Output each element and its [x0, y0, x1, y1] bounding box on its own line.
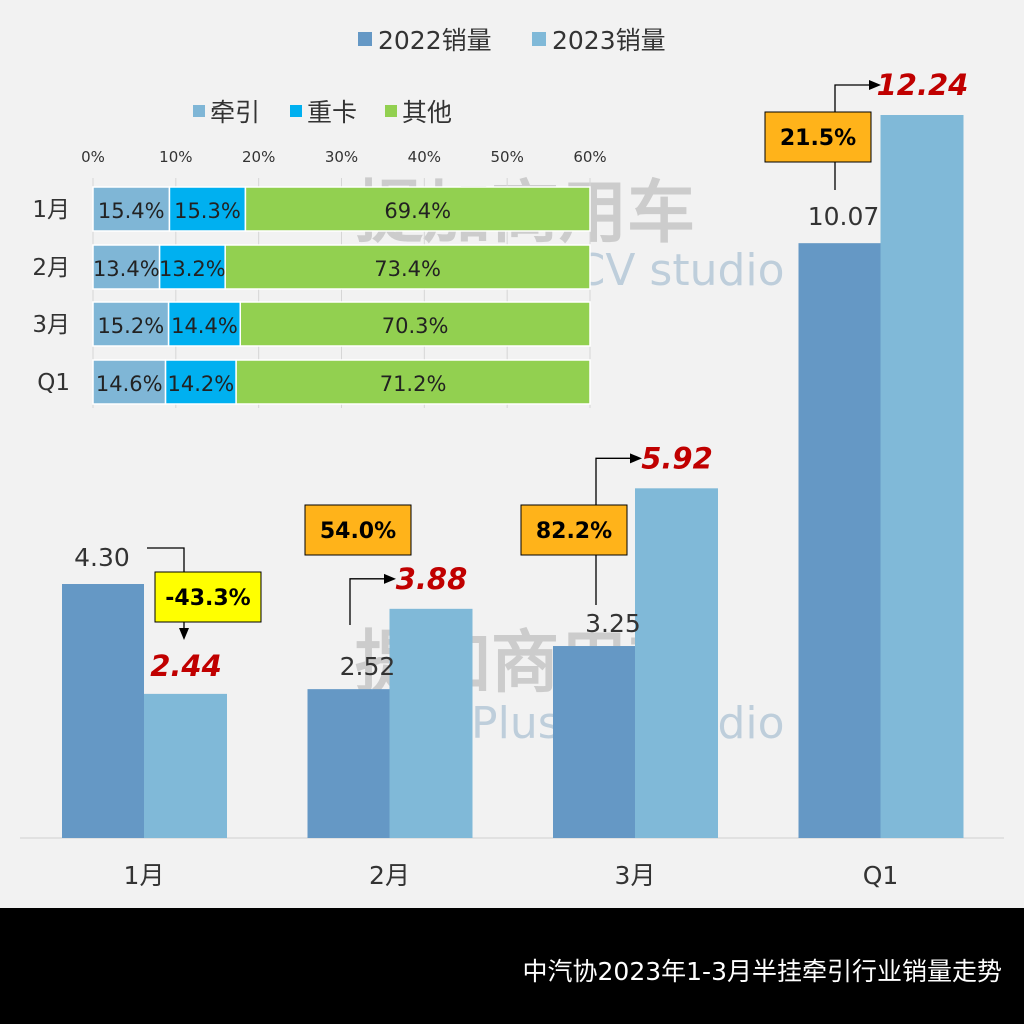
stack-segment-label: 69.4% [384, 199, 451, 223]
stack-segment-2 [244, 186, 591, 232]
stack-segment-label: 15.3% [174, 199, 241, 223]
stack-segment-label: 14.4% [171, 314, 238, 338]
bar-2023-2 [635, 488, 718, 838]
growth-box [520, 504, 628, 556]
growth-box [304, 504, 412, 556]
stack-row-label: Q1 [37, 370, 70, 396]
legend-label-1: 2023销量 [552, 26, 666, 55]
legend-label-0: 2022销量 [378, 26, 492, 55]
x-tick-label: Q1 [863, 861, 899, 890]
stack-x-tick: 50% [490, 148, 523, 166]
stack-segment-0 [92, 301, 170, 347]
stack-row-label: 2月 [32, 255, 70, 281]
growth-box [764, 111, 872, 163]
data-label-2023: 3.88 [396, 562, 468, 596]
bar-2022-0 [62, 584, 144, 838]
bar-2023-0 [144, 693, 227, 838]
legend-swatch-1 [532, 32, 546, 46]
stack-segment-label: 15.4% [98, 199, 165, 223]
stack-legend-label-1: 重卡 [307, 98, 357, 127]
chart: 提加商用车 TruckPlus CV studio 提加商用车 TruckPlu… [20, 26, 1004, 890]
stack-segment-0 [92, 244, 161, 290]
stack-segment-1 [158, 244, 226, 290]
stack-legend-swatch-2 [385, 105, 397, 117]
legend-swatch-0 [358, 32, 372, 46]
stack-segment-0 [92, 359, 167, 405]
growth-connector [595, 457, 632, 605]
stack-row-label: 1月 [32, 197, 70, 223]
stack-segment-2 [239, 301, 591, 347]
bar-2022-2 [553, 646, 635, 838]
growth-label: 54.0% [320, 519, 396, 544]
data-label-2023: 2.44 [150, 649, 222, 683]
data-label-2022: 3.25 [585, 609, 641, 638]
x-tick-label: 2月 [369, 861, 410, 890]
bar-2023-1 [389, 608, 473, 838]
stack-x-tick: 10% [159, 148, 192, 166]
stack-segment-1 [168, 186, 247, 232]
stack-segment-label: 14.6% [96, 372, 163, 396]
chart-caption: 中汽协2023年1-3月半挂牵引行业销量走势 [522, 957, 1002, 986]
stack-x-tick: 40% [408, 148, 441, 166]
stack-segment-label: 13.4% [93, 257, 160, 281]
growth-label: 82.2% [536, 519, 612, 544]
stack-segment-label: 71.2% [380, 372, 447, 396]
stack-segment-label: 13.2% [159, 257, 226, 281]
footer-band: 中汽协2023年1-3月半挂牵引行业销量走势 [0, 908, 1024, 1024]
data-label-2023: 12.24 [877, 68, 969, 102]
stack-segment-1 [167, 301, 242, 347]
growth-label: 21.5% [780, 126, 856, 151]
stack-legend-swatch-0 [193, 105, 205, 117]
stack-segment-label: 70.3% [382, 314, 449, 338]
x-tick-label: 3月 [615, 861, 656, 890]
stack-legend-label-0: 牵引 [210, 98, 260, 127]
stack-segment-label: 14.2% [167, 372, 234, 396]
stack-x-tick: 0% [81, 148, 105, 166]
arrow-head-icon [869, 80, 881, 90]
bar-2023-3 [880, 115, 964, 838]
data-label-2022: 4.30 [74, 543, 130, 572]
stack-legend-label-2: 其他 [402, 98, 452, 127]
stack-segment-label: 15.2% [97, 314, 164, 338]
x-tick-label: 1月 [124, 861, 165, 890]
arrow-head-icon [179, 628, 189, 640]
arrow-head-icon [630, 453, 642, 464]
stack-segment-2 [235, 359, 591, 405]
stack-x-tick: 60% [573, 148, 606, 166]
stack-segment-1 [164, 359, 237, 405]
data-label-2022: 10.07 [808, 202, 880, 231]
arrow-head-icon [384, 573, 396, 584]
data-label-2023: 5.92 [641, 441, 713, 475]
stack-segment-label: 73.4% [374, 257, 441, 281]
stack-x-tick: 30% [325, 148, 358, 166]
growth-box [154, 571, 262, 623]
bar-2022-3 [798, 243, 881, 838]
bar-2022-1 [307, 689, 390, 838]
stack-segment-2 [224, 244, 591, 290]
stack-legend-swatch-1 [290, 105, 302, 117]
stack-x-tick: 20% [242, 148, 275, 166]
data-label-2022: 2.52 [340, 652, 396, 681]
stack-row-label: 3月 [32, 312, 70, 338]
growth-connector [349, 578, 386, 625]
growth-label: -43.3% [165, 586, 250, 611]
